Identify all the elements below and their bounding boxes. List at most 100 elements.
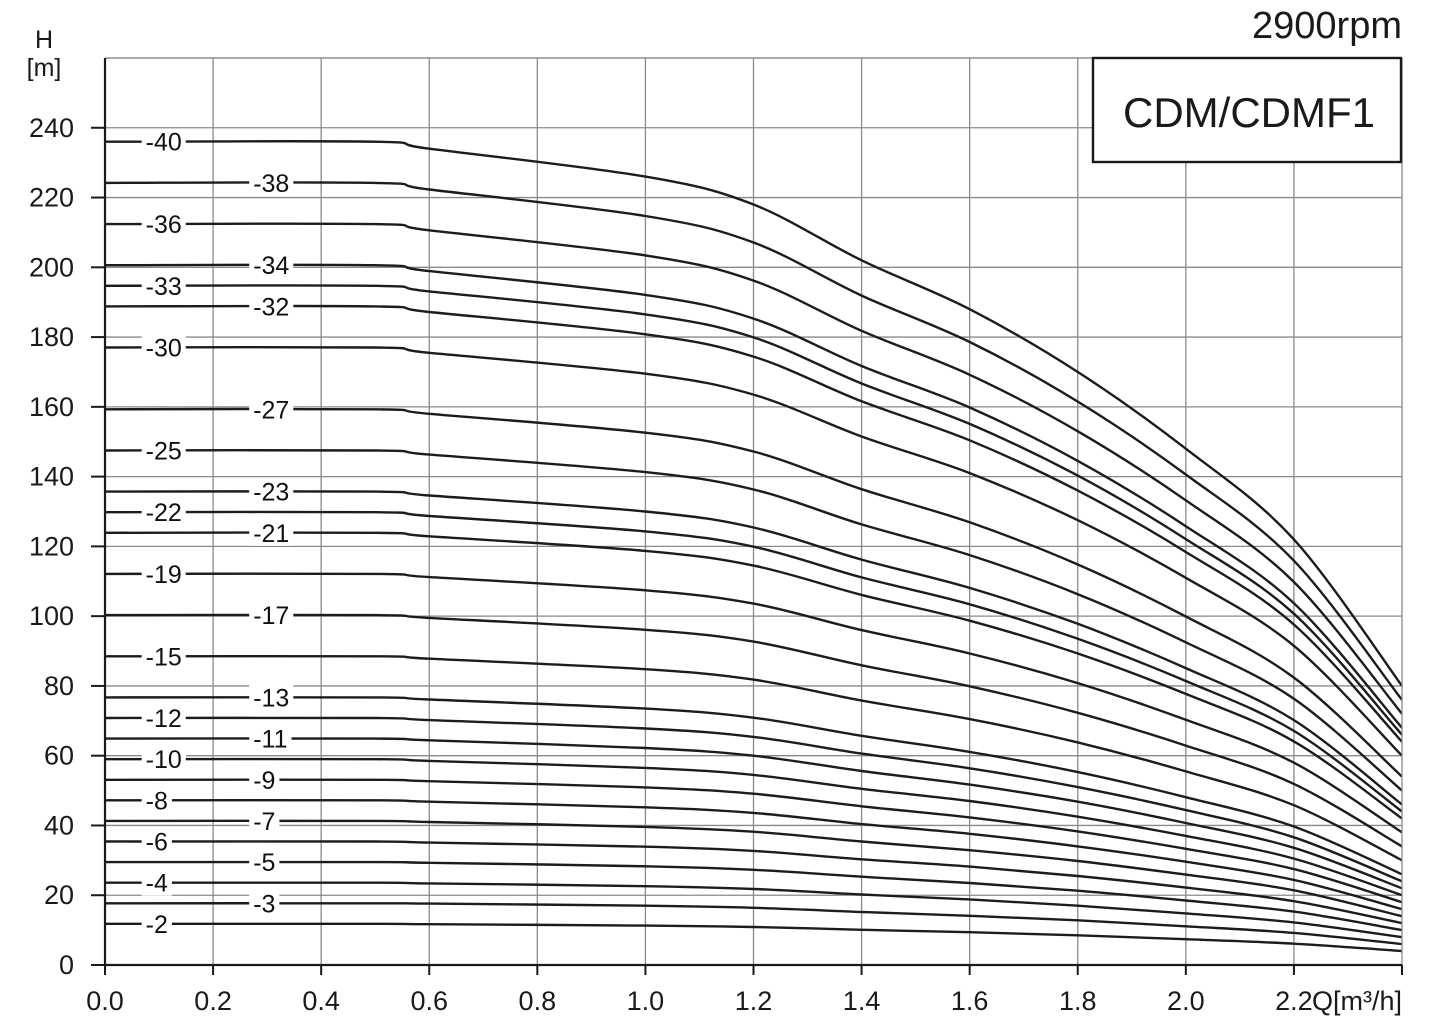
head-curve-stage32 bbox=[104, 304, 1403, 743]
x-tick-label: 1.8 bbox=[1059, 986, 1097, 1016]
curve-label-bg bbox=[141, 499, 186, 526]
head-curve-stage25 bbox=[104, 448, 1403, 792]
curve-label: -25 bbox=[146, 437, 182, 465]
curve-label-bg bbox=[249, 849, 280, 876]
curve-label: -7 bbox=[253, 808, 275, 836]
head-curve-stage27 bbox=[104, 407, 1403, 778]
curve-label: -13 bbox=[253, 684, 289, 712]
head-curve-stage7 bbox=[104, 819, 1403, 918]
curve-label: -33 bbox=[146, 273, 182, 301]
head-curve-stage2 bbox=[104, 922, 1403, 953]
curve-label-bg bbox=[249, 169, 294, 196]
head-curve-stage6 bbox=[104, 840, 1403, 925]
y-tick-label: 200 bbox=[29, 252, 74, 282]
curve-label-bg bbox=[141, 787, 172, 814]
y-tick-label: 0 bbox=[59, 950, 74, 980]
x-tick-label: 1.2 bbox=[735, 986, 773, 1016]
head-curve-stage17 bbox=[104, 613, 1403, 848]
curve-label: -40 bbox=[146, 129, 182, 157]
y-tick-label: 100 bbox=[29, 601, 74, 631]
axes: 0 20 40 60 80 100 120 140 160 180 200 220 240 0.0 0.2 0… bbox=[29, 57, 1403, 1016]
curve-label-bg bbox=[249, 725, 292, 752]
head-curve-stage33 bbox=[104, 284, 1403, 736]
curve-label-bg bbox=[141, 910, 172, 937]
y-tick-label: 160 bbox=[29, 392, 74, 422]
curves bbox=[104, 140, 1403, 953]
y-tick-label: 20 bbox=[44, 880, 74, 910]
y-axis-label: H bbox=[35, 26, 53, 54]
curve-label-bg bbox=[141, 828, 172, 855]
curve-label-bg bbox=[249, 396, 294, 423]
curve-label: -22 bbox=[146, 499, 182, 527]
x-tick-label: 0.2 bbox=[194, 986, 232, 1016]
head-curve-stage3 bbox=[104, 902, 1403, 946]
x-tick-label: 2.2 bbox=[1275, 986, 1313, 1016]
y-tick-label: 240 bbox=[29, 113, 74, 143]
curve-label: -30 bbox=[146, 335, 182, 363]
curve-label: -34 bbox=[253, 252, 289, 280]
curve-label: -5 bbox=[253, 849, 275, 877]
head-curve-stage12 bbox=[104, 716, 1403, 883]
model-label: CDM/CDMF1 bbox=[1123, 89, 1375, 136]
curve-label-bg bbox=[141, 128, 186, 155]
curve-label: -23 bbox=[253, 479, 289, 507]
curve-label: -12 bbox=[146, 705, 182, 733]
curve-label-bg bbox=[249, 293, 294, 320]
y-tick-label: 120 bbox=[29, 531, 74, 561]
head-curve-stage38 bbox=[104, 181, 1403, 701]
y-tick-label: 60 bbox=[44, 741, 74, 771]
head-curve-stage21 bbox=[104, 531, 1403, 820]
curve-label: -38 bbox=[253, 170, 289, 198]
head-curve-stage4 bbox=[104, 881, 1403, 939]
curve-label-bg bbox=[141, 560, 186, 587]
x-tick-label: 1.0 bbox=[627, 986, 665, 1016]
x-tick-label: 1.6 bbox=[951, 986, 989, 1016]
head-curve-stage36 bbox=[104, 222, 1403, 715]
curve-label: -15 bbox=[146, 643, 182, 671]
head-curve-stage10 bbox=[104, 757, 1403, 897]
model-label-box bbox=[1091, 56, 1403, 164]
curve-label-bg bbox=[141, 211, 186, 238]
curve-label: -9 bbox=[253, 767, 275, 795]
head-curve-stage9 bbox=[104, 778, 1403, 904]
curve-label-bg bbox=[249, 890, 280, 917]
curve-label-bg bbox=[249, 684, 294, 711]
curve-label-bg bbox=[141, 334, 186, 361]
curve-label-bg bbox=[141, 272, 186, 299]
y-axis-unit: [m] bbox=[27, 54, 62, 82]
head-curve-stage19 bbox=[104, 572, 1403, 834]
x-axis-label: Q[m³/h] bbox=[1312, 986, 1402, 1016]
curve-label-bg bbox=[249, 602, 294, 629]
curve-label: -36 bbox=[146, 211, 182, 239]
curve-label: -17 bbox=[253, 602, 289, 630]
head-curve-stage22 bbox=[104, 510, 1403, 813]
head-curve-stage34 bbox=[104, 263, 1403, 729]
curve-label: -10 bbox=[146, 746, 182, 774]
speed-label: 2900rpm bbox=[1252, 5, 1402, 47]
curve-label: -19 bbox=[146, 561, 182, 589]
curve-label: -27 bbox=[253, 396, 289, 424]
curve-label-bg bbox=[249, 252, 294, 279]
head-curve-stage15 bbox=[104, 654, 1403, 862]
head-curve-stage5 bbox=[104, 860, 1403, 932]
curve-label-bg bbox=[141, 869, 172, 896]
curve-label: -21 bbox=[253, 520, 289, 548]
y-tick-label: 80 bbox=[44, 671, 74, 701]
y-tick-label: 40 bbox=[44, 810, 74, 840]
head-curve-stage8 bbox=[104, 799, 1403, 911]
curve-labels: -2 -3 -4 -5 -6 -7 -8 -9 -10 -11 -12 -13 -15 -17 -19 -21… bbox=[141, 128, 294, 939]
curve-label: -11 bbox=[253, 726, 287, 754]
curve-label-bg bbox=[141, 705, 186, 732]
x-tick-label: 0.8 bbox=[519, 986, 557, 1016]
x-tick-label: 2.0 bbox=[1167, 986, 1205, 1016]
curve-label: -6 bbox=[146, 829, 168, 857]
x-tick-label: 0.4 bbox=[302, 986, 340, 1016]
head-curve-stage40 bbox=[104, 140, 1403, 687]
curve-label-bg bbox=[141, 746, 186, 773]
y-tick-label: 220 bbox=[29, 183, 74, 213]
head-curve-stage13 bbox=[104, 696, 1403, 876]
head-curve-stage23 bbox=[104, 490, 1403, 806]
y-tick-label: 180 bbox=[29, 322, 74, 352]
head-curve-stage30 bbox=[104, 345, 1403, 757]
